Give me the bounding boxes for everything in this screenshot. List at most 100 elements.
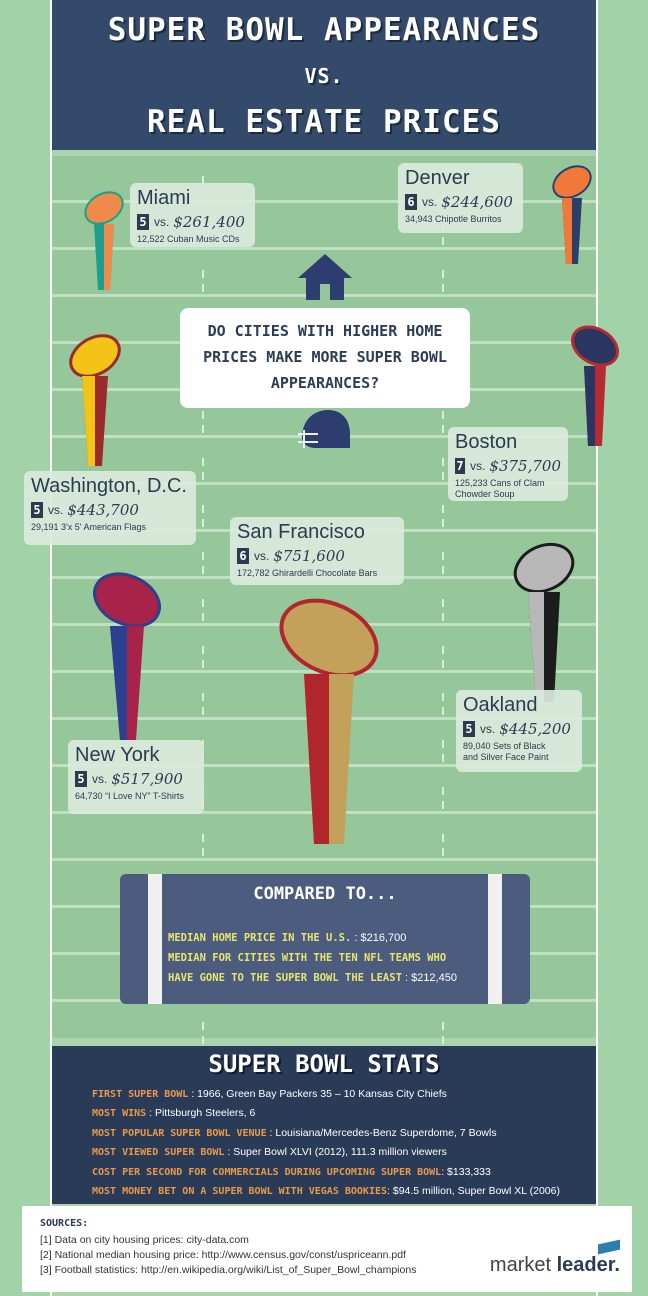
stat-row: COST PER SECOND FOR COMMERCIALS DURING U… [92,1166,491,1178]
stat-value: Super Bowl XLVI (2012), 111.3 million vi… [233,1146,447,1158]
market-leader-logo: market leader. [490,1254,620,1277]
price-comparison: 29,191 3'x 5' American Flags [31,522,147,532]
vs-label: vs. [422,195,438,209]
question-line1: DO CITIES WITH HIGHER HOME [207,322,443,340]
question-box: DO CITIES WITH HIGHER HOME PRICES MAKE M… [180,308,470,408]
median-price: $375,700 [489,457,561,475]
logo-flag-icon [598,1239,620,1255]
median-price: $443,700 [67,501,139,519]
appearances-badge: 6 [405,194,417,210]
price-comparison: 34,943 Chipotle Burritos [405,214,502,224]
hash-mark [442,566,444,574]
compare-line2: MEDIAN FOR CITIES WITH THE TEN NFL TEAMS… [168,952,446,964]
price-comparison-line2: Chowder Soup [455,489,515,499]
price-comparison: 12,522 Cuban Music CDs [137,234,240,244]
trophy-new-york-icon [93,572,161,740]
city-name: Denver [405,167,470,189]
stat-row: MOST WINS : Pittsburgh Steelers, 6 [92,1107,256,1119]
city-name: New York [75,744,160,766]
compare-title: COMPARED TO... [253,884,397,904]
compare-least-label-1: MEDIAN FOR CITIES WITH THE TEN NFL TEAMS… [168,952,447,964]
hash-mark [442,284,444,292]
goal-post-right [488,874,502,1004]
trophy-denver-icon [552,165,592,264]
title-line1: SUPER BOWL APPEARANCES [107,12,541,48]
stat-label: MOST POPULAR SUPER BOWL VENUE [92,1128,267,1139]
hash-mark [442,646,444,654]
hash-mark [202,660,204,668]
hash-mark [442,1022,444,1030]
hash-mark [442,472,444,480]
stat-label: FIRST SUPER BOWL [92,1089,189,1100]
appearances-badge: 5 [463,721,475,737]
city-name: San Francisco [237,521,365,543]
super-bowl-stats: SUPER BOWL STATS FIRST SUPER BOWL : 1966… [52,1046,596,1204]
city-name: Oakland [463,694,538,716]
stat-label: MOST MONEY BET ON A SUPER BOWL WITH VEGA… [92,1186,388,1197]
trophy-oakland-icon [513,542,575,702]
median-price: $751,600 [273,547,345,565]
compare-sep: : [401,972,412,984]
city-card-new-york: New York 5 vs. $517,900 64,730 “I Love N… [68,740,204,814]
hash-mark [202,599,204,607]
city-card-oakland: Oakland 5 vs. $445,200 89,040 Sets of Bl… [456,690,582,772]
city-card-miami: Miami 5 vs. $261,400 12,522 Cuban Music … [130,183,255,247]
stat-row: FIRST SUPER BOWL : 1966, Green Bay Packe… [92,1088,447,1100]
hash-mark [442,787,444,795]
header-banner: SUPER BOWL APPEARANCES VS. REAL ESTATE P… [52,0,596,150]
goal-post-left [148,874,162,1004]
hash-mark [442,848,444,856]
hash-mark [442,707,444,715]
hash-mark [442,660,444,668]
hash-mark [442,237,444,245]
hash-mark [442,834,444,842]
hash-mark [442,519,444,527]
price-comparison: 64,730 “I Love NY” T-Shirts [75,791,184,801]
city-name: Boston [455,431,518,453]
price-comparison-line2: and Silver Face Paint [463,752,549,762]
hash-mark [202,646,204,654]
hash-mark [202,505,204,513]
hash-mark [442,613,444,621]
stat-value: 1966, Green Bay Packers 35 – 10 Kansas C… [197,1088,447,1100]
hash-mark [202,613,204,621]
stats-title: SUPER BOWL STATS [208,1050,440,1078]
compare-box: COMPARED TO... MEDIAN HOME PRICE IN THE … [120,874,530,1004]
hash-mark [202,552,204,560]
hash-mark [442,505,444,513]
source-item: [3] Football statistics: http://en.wikip… [40,1264,417,1276]
title-line2: REAL ESTATE PRICES [147,104,501,140]
helmet-icon [298,410,350,448]
appearances-badge: 6 [237,548,249,564]
hash-mark [202,425,204,433]
stat-value: $133,333 [447,1166,491,1178]
price-comparison-line1: 89,040 Sets of Black [463,741,546,751]
source-item: [2] National median housing price: http:… [40,1249,406,1261]
hash-mark [442,1036,444,1044]
city-card-boston: Boston 7 vs. $375,700 125,233 Cans of Cl… [448,427,568,501]
hash-mark [442,270,444,278]
sideline-right [596,0,648,1296]
logo-part2: leader. [556,1254,620,1276]
stat-value: $94.5 million, Super Bowl XL (2006) [392,1185,560,1197]
hash-mark [442,599,444,607]
sources-title: SOURCES: [40,1218,89,1229]
hash-mark [442,458,444,466]
median-price: $261,400 [173,213,245,231]
trophy-boston-icon [571,325,619,446]
logo-part1: market [489,1254,557,1276]
question-line2: PRICES MAKE MORE SUPER BOWL [203,348,447,366]
vs-label: vs. [480,722,496,736]
appearances-badge: 5 [137,214,149,230]
vs-label: vs. [470,459,486,473]
stat-label: COST PER SECOND FOR COMMERCIALS DURING U… [92,1167,442,1178]
stat-row: MOST VIEWED SUPER BOWL : Super Bowl XLVI… [92,1146,447,1158]
question-line3: APPEARANCES? [270,374,380,392]
city-card-san-francisco: San Francisco 6 vs. $751,600 172,782 Ghi… [230,517,404,585]
vs-label: vs. [254,549,270,563]
hash-mark [442,740,444,748]
city-name: Miami [137,187,191,209]
stat-row: MOST POPULAR SUPER BOWL VENUE : Louisian… [92,1127,497,1139]
trophy-san-francisco-icon [279,598,379,844]
house-icon [298,254,352,300]
